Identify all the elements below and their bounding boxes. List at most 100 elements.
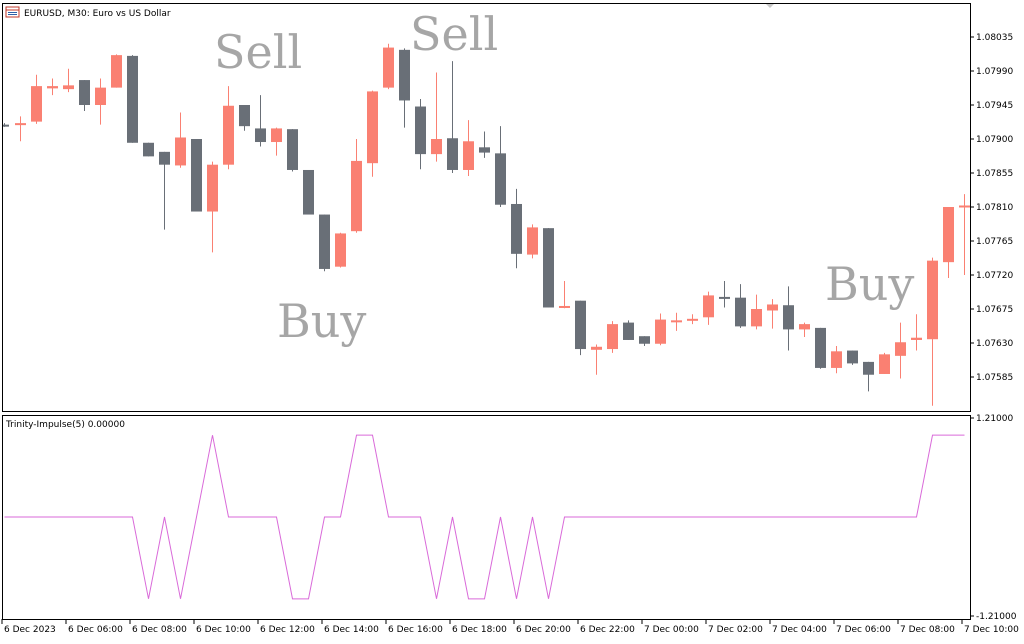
indicator-title: Trinity-Impulse(5) 0.00000 — [5, 420, 125, 430]
chart-frames — [2, 3, 971, 620]
sell-label-1: Sell — [214, 25, 302, 79]
candle-body — [751, 309, 762, 327]
candle-body — [655, 319, 666, 344]
candle-body — [687, 318, 698, 321]
candle-body — [559, 305, 570, 308]
time-tick-label: 6 Dec 16:00 — [388, 625, 443, 635]
candle-body — [143, 142, 154, 157]
candle-body — [671, 320, 682, 323]
candle-body — [447, 138, 458, 170]
time-tick-label: 7 Dec 06:00 — [836, 625, 891, 635]
candle-body — [79, 80, 90, 105]
time-tick-label: 7 Dec 10:00 — [964, 625, 1019, 635]
candle-body — [767, 304, 778, 311]
candle-body — [463, 141, 474, 170]
time-tick-label: 6 Dec 14:00 — [324, 625, 379, 635]
candle-body — [639, 336, 650, 344]
time-tick-label: 6 Dec 2023 — [4, 625, 56, 635]
candle-body — [703, 295, 714, 318]
time-tick-label: 6 Dec 06:00 — [68, 625, 123, 635]
candle-body — [239, 105, 250, 127]
candle-body — [863, 361, 874, 375]
time-tick-label: 6 Dec 12:00 — [260, 625, 315, 635]
symbol-title: EURUSD, M30: Euro vs US Dollar — [24, 9, 171, 19]
time-tick-label: 6 Dec 22:00 — [580, 625, 635, 635]
candle-body — [207, 164, 218, 212]
candle-body — [351, 160, 362, 232]
candle-body — [543, 228, 554, 308]
axes-layer: 1.08035 1.07990 1.07945 1.07900 1.07855 1.078… — [1, 33, 1019, 635]
candles-layer — [3, 43, 970, 406]
price-tick-label: 1.07810 — [976, 203, 1013, 213]
buy-label-2: Buy — [825, 257, 914, 311]
candle-body — [607, 324, 618, 350]
price-tick-label: 1.07675 — [976, 305, 1013, 315]
price-tick-label: 1.07900 — [976, 135, 1013, 145]
candle-body — [431, 139, 442, 155]
candle-body — [271, 128, 282, 143]
buy-label-1: Buy — [277, 294, 366, 348]
candle-body — [575, 300, 586, 350]
candle-body — [255, 128, 266, 143]
time-tick-label: 6 Dec 08:00 — [132, 625, 187, 635]
candle-body — [415, 106, 426, 155]
time-tick-label: 7 Dec 02:00 — [708, 625, 763, 635]
candle-body — [159, 151, 170, 165]
price-tick-label: 1.08035 — [976, 33, 1013, 43]
sell-label-2: Sell — [410, 7, 498, 61]
candle-body — [47, 86, 58, 89]
price-tick-label: 1.07990 — [976, 67, 1013, 77]
candle-body — [799, 324, 810, 330]
time-tick-label: 7 Dec 00:00 — [644, 625, 699, 635]
candle-body — [911, 337, 922, 340]
candle-body — [479, 147, 490, 153]
price-tick-label: 1.07765 — [976, 237, 1013, 247]
candle-body — [527, 227, 538, 255]
candle-body — [735, 297, 746, 327]
time-tick-label: 6 Dec 20:00 — [516, 625, 571, 635]
candle-body — [879, 354, 890, 374]
candle-body — [303, 169, 314, 215]
candle-body — [63, 85, 74, 90]
candle-body — [319, 214, 330, 269]
candle-body — [191, 139, 202, 212]
time-tick-label: 6 Dec 18:00 — [452, 625, 507, 635]
candle-body — [495, 153, 506, 205]
symbol-icon — [5, 6, 20, 18]
candle-body — [943, 207, 954, 263]
candle-body — [623, 322, 634, 340]
candle-body — [223, 105, 234, 165]
candle-body — [367, 91, 378, 164]
price-tick-label: 1.07630 — [976, 339, 1013, 349]
candle-body — [335, 233, 346, 267]
candle-body — [399, 49, 410, 101]
candle-body — [815, 327, 826, 368]
candle-body — [175, 137, 186, 166]
indicator-tick-label: 1.21000 — [976, 414, 1013, 424]
candle-body — [511, 203, 522, 254]
candle-body — [287, 129, 298, 170]
indicator-tick-label: -1.21000 — [976, 612, 1017, 622]
candle-body — [959, 205, 970, 208]
candle-body — [383, 47, 394, 88]
candle-body — [831, 351, 842, 368]
candle-body — [95, 87, 106, 105]
candle-body — [127, 55, 138, 143]
candle-body — [927, 260, 938, 340]
time-tick-label: 7 Dec 04:00 — [772, 625, 827, 635]
candle-body — [783, 305, 794, 330]
price-tick-label: 1.07720 — [976, 271, 1013, 281]
indicator-plot-frame — [2, 415, 971, 620]
time-tick-label: 6 Dec 10:00 — [196, 625, 251, 635]
candle-body — [3, 124, 9, 127]
indicator-layer — [4, 434, 965, 600]
candle-body — [895, 342, 906, 356]
candle-body — [591, 346, 602, 350]
candle-body — [15, 123, 26, 126]
candle-body — [847, 350, 858, 364]
candle-body — [719, 296, 730, 299]
candle-body — [31, 86, 42, 122]
price-tick-label: 1.07945 — [976, 101, 1013, 111]
